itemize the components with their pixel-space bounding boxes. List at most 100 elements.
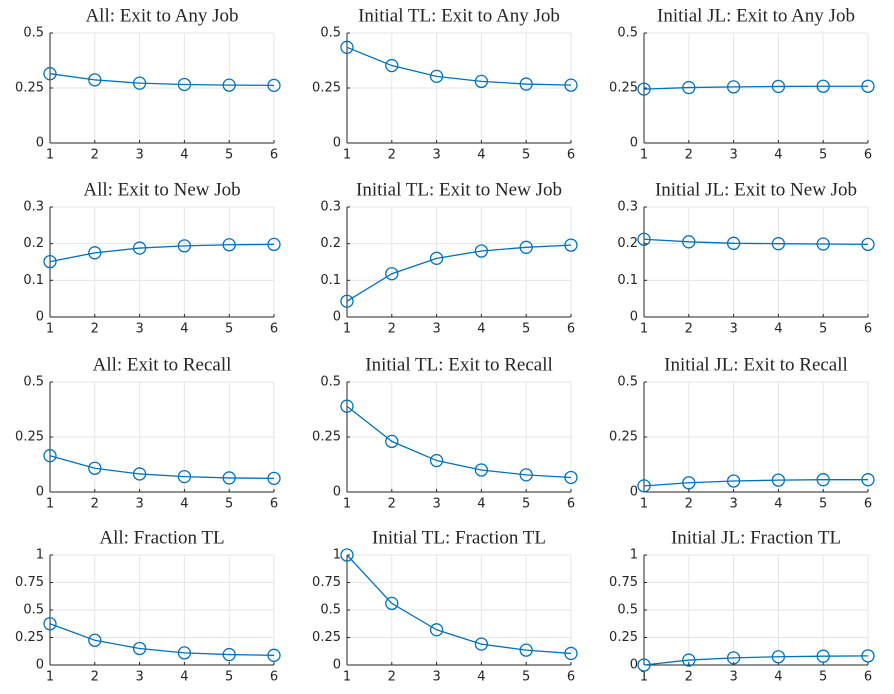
x-tick-label: 6 (270, 322, 278, 337)
chart-title: Initial TL: Fraction TL (372, 527, 546, 548)
x-tick-label: 3 (432, 670, 440, 685)
y-tick-label: 1 (333, 548, 341, 563)
marker (88, 246, 102, 260)
x-tick-label: 2 (91, 497, 99, 512)
x-tick-label: 5 (225, 670, 233, 685)
marker (267, 648, 281, 662)
marker (429, 69, 444, 83)
x-tick-label: 2 (685, 322, 693, 337)
y-tick-label: 0 (630, 136, 638, 151)
marker (637, 232, 651, 246)
x-tick-label: 5 (225, 322, 233, 337)
y-tick-label: 0 (333, 310, 341, 325)
marker (474, 637, 489, 651)
y-tick-label: 0 (630, 658, 638, 673)
marker (267, 78, 281, 93)
y-tick-label: 0.25 (15, 630, 44, 645)
x-tick-label: 3 (135, 148, 143, 163)
marker (177, 239, 192, 253)
y-tick-label: 0.2 (617, 236, 638, 251)
x-tick-label: 4 (774, 670, 782, 685)
y-tick-label: 0.25 (609, 430, 638, 445)
marker (340, 294, 354, 308)
y-tick-label: 0.5 (320, 375, 341, 390)
marker (267, 237, 281, 252)
marker (385, 267, 399, 281)
x-tick-label: 6 (567, 670, 575, 685)
x-tick-label: 6 (864, 322, 872, 337)
x-tick-label: 4 (477, 148, 485, 163)
x-tick-label: 3 (135, 322, 143, 337)
x-tick-label: 1 (640, 148, 648, 163)
series-line (49, 243, 275, 263)
x-tick-label: 5 (522, 497, 530, 512)
y-tick-label: 0.2 (23, 236, 44, 251)
series-line (643, 238, 869, 246)
x-tick-label: 2 (685, 148, 693, 163)
x-tick-label: 3 (432, 148, 440, 163)
x-tick-label: 2 (91, 670, 99, 685)
y-tick-label: 0.25 (312, 430, 341, 445)
marker (385, 58, 399, 73)
x-tick-label: 5 (522, 670, 530, 685)
y-tick-label: 0.2 (320, 236, 341, 251)
x-tick-label: 2 (388, 148, 396, 163)
marker (132, 467, 147, 481)
marker (474, 463, 489, 477)
y-tick-label: 0.5 (23, 375, 44, 390)
x-tick-label: 1 (46, 148, 54, 163)
marker (682, 476, 696, 490)
x-tick-label: 5 (522, 148, 530, 163)
y-tick-label: 0 (36, 658, 44, 673)
marker (816, 473, 830, 487)
series-line (346, 46, 572, 86)
series-line (49, 623, 275, 656)
y-tick-label: 0.1 (617, 273, 638, 288)
marker (340, 399, 354, 413)
marker (519, 77, 533, 91)
x-tick-label: 4 (477, 497, 485, 512)
x-tick-label: 2 (388, 497, 396, 512)
marker (340, 40, 354, 54)
y-tick-label: 0.3 (23, 200, 44, 215)
series-line (346, 405, 572, 479)
marker (43, 617, 57, 631)
y-tick-label: 0 (333, 485, 341, 500)
x-tick-label: 3 (729, 148, 737, 163)
y-tick-label: 0.75 (15, 575, 44, 590)
chart-title: Initial JL: Exit to Recall (664, 354, 848, 375)
marker (771, 650, 786, 664)
y-tick-label: 0.5 (320, 26, 341, 41)
x-tick-label: 1 (46, 322, 54, 337)
marker (222, 238, 236, 252)
x-tick-label: 3 (135, 670, 143, 685)
chart-title: Initial TL: Exit to Any Job (358, 5, 560, 26)
marker (564, 646, 578, 661)
marker (637, 479, 651, 493)
x-tick-label: 4 (477, 670, 485, 685)
x-tick-label: 5 (819, 322, 827, 337)
x-tick-label: 6 (270, 497, 278, 512)
marker (564, 238, 578, 252)
x-tick-label: 4 (180, 670, 188, 685)
marker (564, 78, 578, 92)
x-tick-label: 4 (180, 148, 188, 163)
x-tick-label: 5 (225, 497, 233, 512)
x-tick-label: 3 (432, 497, 440, 512)
marker (88, 461, 102, 475)
x-tick-label: 1 (640, 322, 648, 337)
x-tick-label: 6 (864, 497, 872, 512)
marker (726, 474, 741, 488)
marker (726, 80, 741, 94)
x-tick-label: 6 (864, 670, 872, 685)
y-tick-label: 0.1 (23, 273, 44, 288)
series-line (346, 554, 572, 655)
marker (682, 235, 696, 249)
chart-title: Initial TL: Exit to New Job (356, 179, 562, 200)
x-tick-label: 1 (343, 670, 351, 685)
x-tick-label: 6 (567, 322, 575, 337)
x-tick-label: 2 (388, 322, 396, 337)
x-tick-label: 2 (388, 670, 396, 685)
x-tick-label: 6 (567, 497, 575, 512)
